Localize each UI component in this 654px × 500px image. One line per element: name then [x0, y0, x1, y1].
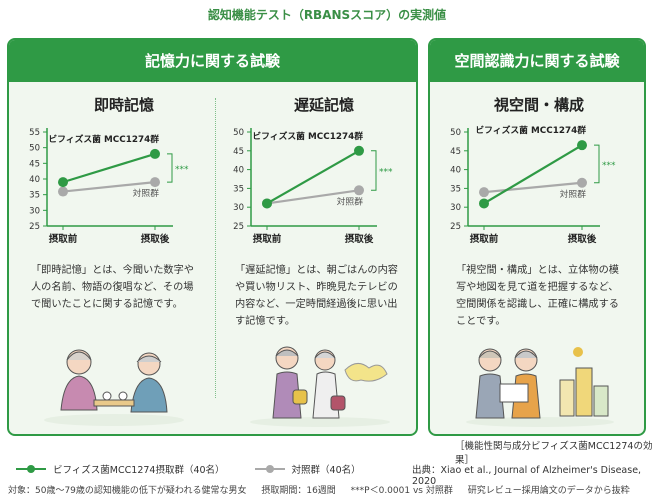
delayed-memory-description: 「遅延記憶」とは、朝ごはんの内容や買い物リスト、昨晩見たテレビの内容など、一定時… — [235, 265, 398, 327]
series-label-treatment: ビフィズス菌 MCC1274群 — [48, 133, 159, 145]
series-line — [483, 144, 583, 205]
legend-item-control: 対照群（40名） — [253, 462, 361, 476]
legend: ビフィズス菌MCC1274摂取群（40名） 対照群（40名） — [14, 462, 389, 476]
y-tick-label: 40 — [29, 175, 40, 185]
y-tick-label: 40 — [233, 166, 244, 176]
data-point — [577, 140, 587, 151]
data-point — [577, 177, 587, 188]
y-tick-label: 50 — [29, 144, 40, 154]
footer-pvalue: ***P＜0.0001 vs 対照群 — [350, 486, 453, 496]
memory-panel-header: 記憶力に関する試験 — [9, 40, 416, 82]
legend-label-control: 対照群（40名） — [291, 465, 361, 476]
footer-period: 摂取期間：16週間 — [261, 486, 336, 496]
data-point — [479, 187, 489, 198]
chart-title-delayed: 遅延記憶 — [293, 96, 354, 114]
data-point — [354, 145, 364, 156]
chart-title-visuospatial: 視空間・構成 — [493, 96, 584, 114]
x-tick-label: 摂取前 — [470, 233, 499, 245]
series-line — [62, 152, 156, 184]
series-line — [62, 181, 156, 193]
y-tick-label: 25 — [450, 222, 461, 232]
footer-subjects: 対象：50歳～79歳の認知機能の低下が疑われる健常な男女 — [8, 486, 247, 496]
significance-marker: *** — [602, 161, 616, 171]
data-point — [58, 177, 68, 188]
y-tick-label: 35 — [450, 184, 461, 194]
legend-gray-line-icon — [254, 465, 285, 473]
legend-label-treatment: ビフィズス菌MCC1274摂取群（40名） — [53, 465, 225, 476]
y-tick-label: 45 — [233, 147, 244, 157]
x-tick-label: 摂取後 — [141, 233, 170, 245]
chart-title-immediate: 即時記憶 — [93, 96, 154, 114]
x-tick-label: 摂取後 — [568, 233, 597, 245]
y-tick-label: 30 — [233, 203, 244, 213]
series-label-control: 対照群 — [337, 195, 364, 207]
series-label-control: 対照群 — [133, 187, 160, 199]
y-tick-label: 30 — [450, 203, 461, 213]
significance-bracket — [167, 153, 173, 183]
series-line — [266, 189, 360, 205]
y-tick-label: 50 — [450, 128, 461, 138]
y-tick-label: 45 — [29, 159, 40, 169]
y-tick-label: 25 — [233, 222, 244, 232]
footer-note: 研究レビュー採用論文のデータから抜粋 — [467, 486, 630, 496]
y-tick-label: 35 — [233, 184, 244, 194]
significance-marker: *** — [175, 165, 189, 175]
visuospatial-description: 「視空間・構成」とは、立体物の模写や地図を見て道を把握するなど、空間関係を認識し… — [456, 265, 619, 327]
series-label-control: 対照群 — [560, 188, 587, 200]
citation: 出典：Xiao et al., Journal of Alzheimer's D… — [412, 465, 642, 487]
y-tick-label: 55 — [29, 128, 40, 138]
x-tick-label: 摂取後 — [345, 233, 374, 245]
illustration-chatting-couple — [44, 349, 184, 426]
immediate-memory-description: 「即時記憶」とは、今聞いた数字や人の名前、物語の復唱など、その場で聞いたことに関… — [31, 265, 194, 310]
legend-item-treatment: ビフィズス菌MCC1274摂取群（40名） — [14, 462, 225, 476]
spatial-panel-header: 空間認識力に関する試験 — [430, 40, 644, 82]
data-point — [150, 177, 160, 188]
legend-green-line-icon — [16, 465, 46, 473]
x-tick-label: 摂取前 — [49, 233, 78, 245]
series-label-treatment: ビフィズス菌 MCC1274群 — [475, 124, 586, 136]
spatial-panel: 空間認識力に関する試験 視空間・構成 25 30 35 40 45 50 摂取前 摂取後 ビフィ… — [428, 38, 646, 436]
y-tick-label: 35 — [29, 191, 40, 201]
y-tick-label: 50 — [233, 128, 244, 138]
significance-bracket — [594, 144, 600, 184]
series-line — [266, 149, 360, 205]
data-point — [354, 185, 364, 196]
illustration-shopping-women — [250, 346, 390, 427]
series-line — [483, 181, 583, 194]
y-tick-label: 30 — [29, 206, 40, 216]
illustration-map-reading — [466, 347, 614, 427]
page-title: 認知機能テスト（RBANSスコア）の実測値 — [207, 8, 447, 22]
memory-panel: 記憶力に関する試験 即時記憶 25 30 35 40 45 50 55 摂取前 摂取後 ビフィズス… — [7, 38, 418, 436]
data-point — [262, 198, 272, 209]
footer-notes: 対象：50歳～79歳の認知機能の低下が疑われる健常な男女 摂取期間：16週間 *… — [8, 483, 642, 496]
x-tick-label: 摂取前 — [253, 233, 282, 245]
data-point — [150, 148, 160, 159]
y-tick-label: 25 — [29, 222, 40, 232]
series-label-treatment: ビフィズス菌 MCC1274群 — [252, 130, 363, 142]
data-point — [479, 198, 489, 209]
panel-divider — [215, 98, 216, 398]
significance-marker: *** — [379, 168, 393, 178]
y-tick-label: 40 — [450, 166, 461, 176]
source-note: ［機能性関与成分ビフィズス菌MCC1274の効果］ — [455, 441, 653, 466]
significance-bracket — [371, 150, 377, 191]
y-tick-label: 45 — [450, 147, 461, 157]
data-point — [58, 186, 68, 197]
